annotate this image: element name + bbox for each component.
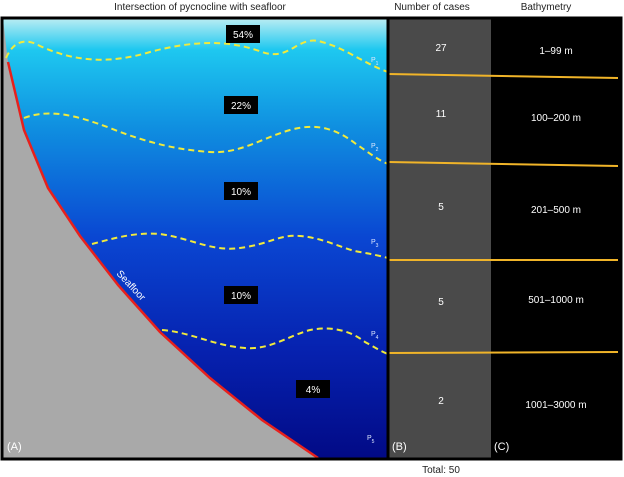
total-cases: Total: 50 [422,465,460,476]
cases-panel [388,19,491,458]
bathymetry-column-title: Bathymetry [521,2,572,13]
percentage-box-5: 4% [296,380,330,398]
depth-range-3: 201–500 m [531,205,581,216]
percentage-box-4: 10% [224,286,258,304]
svg-text:10%: 10% [231,291,251,302]
percentage-box-1: 54% [226,25,260,43]
seafloor-area [3,19,318,458]
case-count-4: 5 [438,297,444,308]
depth-range-5: 1001–3000 m [525,400,586,411]
case-count-1: 27 [435,43,447,54]
case-count-3: 5 [438,202,444,213]
panel-a-label: (A) [7,441,22,453]
bathymetry-panel [491,19,621,458]
pycnocline-label-3: P3 [371,239,379,249]
depth-range-2: 100–200 m [531,113,581,124]
panel-c-label: (C) [494,441,509,453]
pycnocline-label-2: P2 [371,143,379,153]
depth-boundary-1 [387,73,619,79]
panel-b-label: (B) [392,441,407,453]
svg-text:22%: 22% [231,101,251,112]
figure-frame [0,16,623,461]
case-count-2: 11 [436,109,447,120]
seafloor-line [6,61,319,460]
panel-a-title: Intersection of pycnocline with seafloor [114,2,286,13]
case-count-5: 2 [438,396,444,407]
cases-column-title: Number of cases [394,2,470,13]
pycnocline-label-5: P5 [367,435,375,445]
svg-text:10%: 10% [231,187,251,198]
depth-boundary-4 [387,351,619,354]
svg-text:4%: 4% [306,385,321,396]
pycnocline-line-1 [5,39,389,73]
percentage-box-2: 22% [224,96,258,114]
svg-text:54%: 54% [233,30,253,41]
depth-range-1: 1–99 m [539,46,572,57]
pycnocline-line-4 [161,327,389,355]
pycnocline-line-3 [91,232,389,259]
pycnocline-label-4: P4 [371,331,379,341]
depth-boundary-2 [387,161,619,167]
percentage-box-3: 10% [224,182,258,200]
depth-range-4: 501–1000 m [528,295,584,306]
pycnocline-label-1: P1 [371,57,379,67]
pycnocline-line-2 [23,112,389,165]
